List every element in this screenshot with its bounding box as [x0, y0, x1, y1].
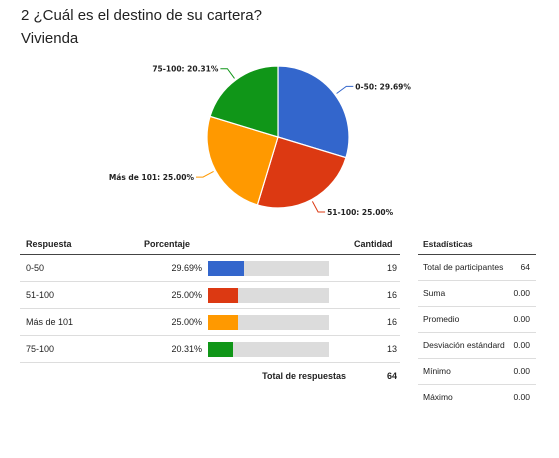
- percent-bar-fill: [208, 314, 239, 330]
- question-subtitle: Vivienda: [21, 30, 79, 47]
- stat-row: Desviación estándard 0.00: [418, 332, 536, 359]
- row-percent: 29.69%: [144, 254, 202, 282]
- pie-label-3: 75-100: 20.31%: [152, 65, 219, 74]
- percent-bar-fill: [208, 260, 244, 276]
- pie-slice-2: [206, 115, 279, 206]
- stat-value: 0.00: [513, 392, 530, 402]
- pie-label-1: 51-100: 25.00%: [327, 208, 394, 217]
- statistics-header: Estadísticas: [418, 234, 536, 255]
- pie-chart: 0-50: 29.69% 51-100: 25.00% Más de 101: 25…: [109, 65, 412, 217]
- stat-row: Mínimo 0.00: [418, 358, 536, 385]
- pie-leader-1: [311, 201, 326, 213]
- header-porcentaje: Porcentaje: [144, 234, 202, 255]
- stat-label: Total de participantes: [418, 254, 508, 281]
- stat-row: Promedio 0.00: [418, 306, 536, 333]
- total-label: Total de respuestas: [262, 371, 346, 381]
- pie-slice-3: [209, 65, 279, 138]
- stat-row: Suma 0.00: [418, 280, 536, 307]
- row-percent: 25.00%: [144, 281, 202, 309]
- row-count: 16: [354, 281, 400, 309]
- row-percent: 20.31%: [144, 335, 202, 363]
- header-bar: [202, 234, 354, 255]
- row-label: Más de 101: [20, 308, 144, 336]
- pie-slice-1: [256, 136, 347, 209]
- table-row: 0-50 29.69% 19: [20, 254, 400, 282]
- pie-slice-0: [277, 65, 350, 159]
- stat-label: Máximo: [423, 392, 453, 402]
- stat-value: 0.00: [507, 358, 536, 385]
- row-percent: 25.00%: [144, 308, 202, 336]
- stat-value: 64: [507, 254, 536, 281]
- row-label: 0-50: [20, 254, 144, 282]
- stat-value: 0.00: [507, 306, 536, 333]
- stat-label: Mínimo: [418, 358, 508, 385]
- percent-bar: [208, 341, 329, 357]
- table-row: 51-100 25.00% 16: [20, 281, 400, 309]
- response-table: Respuesta Porcentaje Cantidad 0-50 29.69…: [20, 234, 400, 389]
- stat-label: Suma: [418, 280, 508, 307]
- percent-bar: [208, 314, 329, 330]
- question-title: 2 ¿Cuál es el destino de su cartera?: [21, 7, 262, 24]
- row-count: 16: [354, 308, 400, 336]
- total-row: Total de respuestas 64: [20, 363, 400, 390]
- pie-label-2: Más de 101: 25.00%: [109, 173, 195, 182]
- percent-bar-fill: [208, 287, 239, 303]
- row-count: 13: [354, 335, 400, 363]
- pie-leader-3: [220, 68, 235, 79]
- pie-label-0: 0-50: 29.69%: [355, 82, 411, 91]
- row-label: 51-100: [20, 281, 144, 309]
- header-respuesta: Respuesta: [20, 234, 144, 255]
- table-row: 75-100 20.31% 13: [20, 335, 400, 363]
- statistics-table: Estadísticas Total de participantes 64 S…: [418, 234, 536, 410]
- stat-value: 0.00: [507, 332, 536, 359]
- stat-label: Promedio: [418, 306, 508, 333]
- table-row: Más de 101 25.00% 16: [20, 308, 400, 336]
- stat-label: Desviación estándard: [418, 332, 508, 359]
- percent-bar: [208, 287, 329, 303]
- pie-leader-2: [196, 170, 214, 178]
- row-count: 19: [354, 254, 400, 282]
- row-label: 75-100: [20, 335, 144, 363]
- header-cantidad: Cantidad: [354, 234, 400, 255]
- pie-leader-0: [336, 85, 354, 94]
- stat-row: Máximo 0.00: [418, 385, 536, 411]
- stat-value: 0.00: [507, 280, 536, 307]
- percent-bar: [208, 260, 329, 276]
- stat-row: Total de participantes 64: [418, 254, 536, 281]
- percent-bar-fill: [208, 341, 233, 357]
- total-value: 64: [386, 371, 397, 381]
